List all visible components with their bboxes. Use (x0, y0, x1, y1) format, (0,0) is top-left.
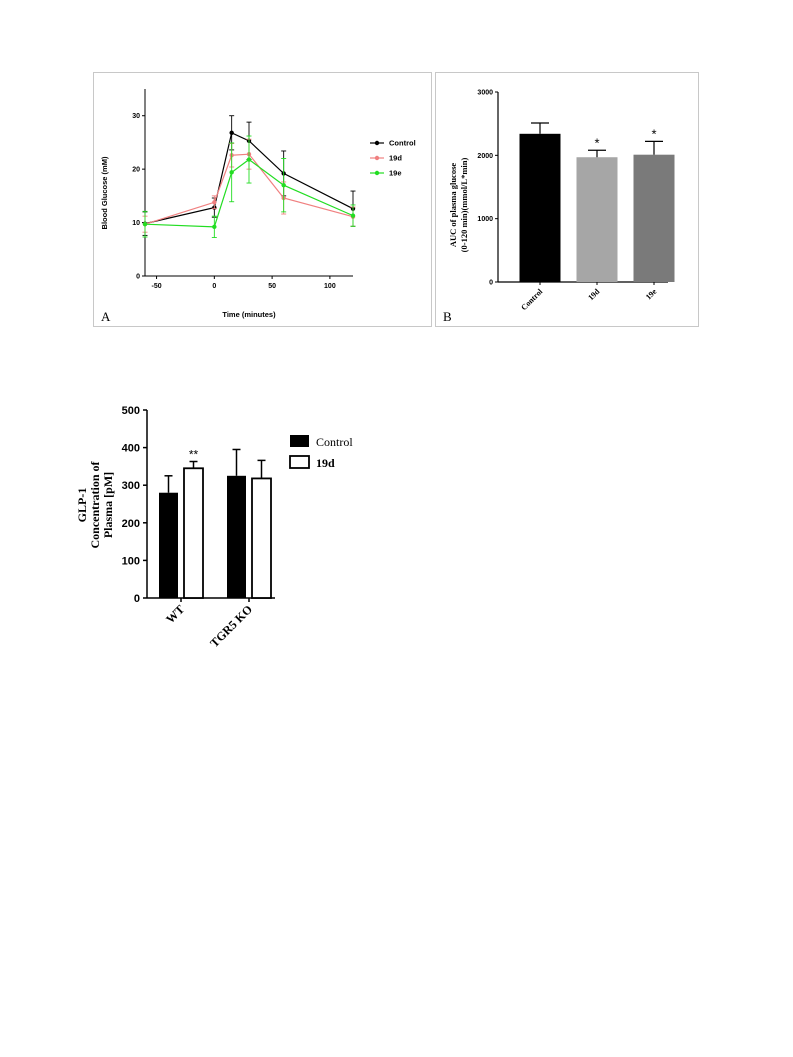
y-tick-label: 20 (132, 167, 140, 174)
y-tick-label: 2000 (477, 153, 493, 160)
y-axis-label-line2: (0-120 min)(mmol/L*min) (459, 157, 469, 252)
glp1-panel: 0 100 200 300 400 500 ** WT TGR5 KO Control 19d … (70, 395, 370, 670)
blood-glucose-chart: 0 10 20 30 -50 0 50 100 Control 19d 19e Blood Glu… (100, 89, 416, 324)
series-19e (142, 135, 356, 238)
data-point (212, 200, 217, 205)
series-line (144, 158, 354, 228)
significance-marker: * (594, 135, 599, 150)
legend-label: Control (389, 139, 416, 148)
y-tick-label: 100 (122, 555, 140, 567)
y-tick-label: 1000 (477, 216, 493, 223)
panel-label: B (443, 309, 452, 324)
y-tick-label: 30 (132, 113, 140, 120)
panel-b-bar-chart: 0 1000 2000 3000 Control * 19d * 19e AUC of pla… (435, 72, 699, 327)
legend-label: Control (316, 435, 353, 449)
bar-wt-19d (183, 467, 204, 599)
auc-bar-chart: 0 1000 2000 3000 Control * 19d * 19e AUC of pla… (443, 90, 675, 324)
x-tick-label: -50 (151, 283, 161, 290)
bar-control (519, 133, 561, 282)
significance-marker: ** (189, 448, 199, 462)
data-point (229, 130, 234, 136)
x-tick-label: 50 (268, 283, 276, 290)
y-axis-label-line1: AUC of plasma glucose (448, 163, 458, 248)
y-tick-label: 300 (122, 480, 140, 492)
data-point (350, 213, 356, 218)
y-axis-label-line2: Concentration of (88, 461, 102, 549)
x-tick-label: Control (519, 287, 545, 313)
y-axis-label-line3: Plasma [pM] (101, 472, 115, 538)
series-line (144, 131, 354, 225)
bar-19d (576, 157, 618, 282)
data-point (246, 157, 252, 162)
y-tick-label: 0 (136, 274, 140, 281)
legend-marker (374, 140, 380, 146)
legend: Control 19d (289, 435, 353, 470)
bars: Control * 19d * 19e (519, 122, 675, 313)
y-tick-label: 0 (134, 593, 140, 605)
y-tick-label: 10 (132, 220, 140, 227)
axes: 0 10 20 30 -50 0 50 100 (132, 89, 353, 290)
data-point (281, 182, 286, 188)
bar-tgr5-ko-19d (251, 477, 272, 599)
panel-label: A (101, 309, 111, 324)
y-tick-label: 400 (122, 443, 140, 455)
y-tick-label: 200 (122, 518, 140, 530)
x-tick-label: 19d (586, 287, 602, 303)
legend-marker (374, 155, 380, 161)
legend-marker (374, 170, 380, 176)
legend: Control 19d 19e (370, 139, 416, 178)
y-tick-label: 0 (489, 280, 493, 287)
x-tick-label: WT (163, 602, 187, 626)
data-point (229, 170, 234, 175)
series-line (144, 153, 354, 225)
legend-label: 19e (389, 169, 402, 178)
bars: ** WT TGR5 KO (159, 448, 272, 650)
y-axis-label: Blood Glucose (mM) (100, 156, 109, 229)
legend-label: 19d (316, 456, 335, 470)
x-tick-label: TGR5 KO (207, 602, 255, 650)
x-tick-label: 0 (212, 283, 216, 290)
y-axis-label-line1: GLP-1 (75, 488, 89, 523)
bar-tgr5-ko-control (227, 475, 246, 598)
x-tick-label: 100 (324, 283, 336, 290)
y-tick-label: 500 (122, 405, 140, 417)
panel-a-line-chart: 0 10 20 30 -50 0 50 100 Control 19d 19e Blood Glu… (93, 72, 432, 327)
bar-19e (633, 154, 675, 282)
legend-swatch (289, 455, 310, 469)
significance-marker: * (651, 126, 656, 141)
legend-swatch (290, 435, 309, 447)
y-tick-label: 3000 (477, 90, 493, 97)
x-tick-label: 19e (644, 287, 659, 302)
legend-label: 19d (389, 154, 402, 163)
series-group (142, 115, 356, 238)
x-axis-label: Time (minutes) (222, 310, 276, 319)
data-point (212, 224, 217, 230)
data-point (142, 221, 148, 227)
bar-wt-control (159, 492, 178, 598)
